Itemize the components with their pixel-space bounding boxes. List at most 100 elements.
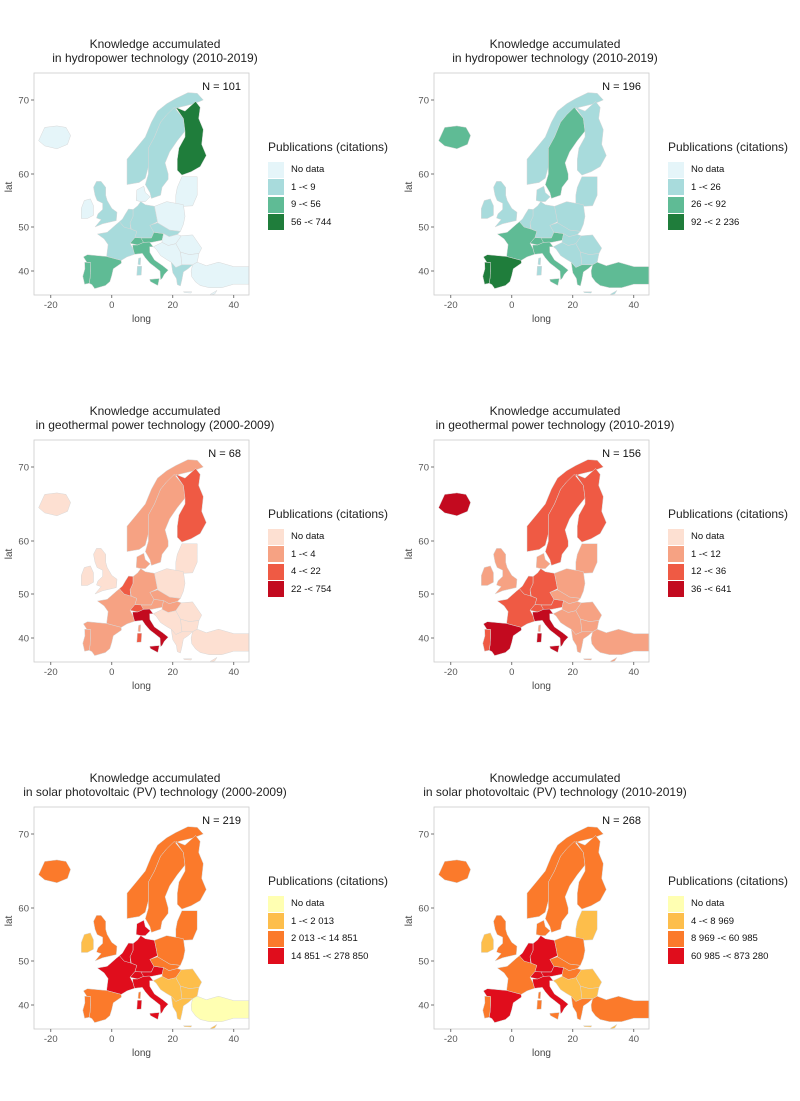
panel-title: Knowledge accumulated in solar photovolt…	[0, 771, 310, 799]
region-corsica	[537, 624, 541, 633]
x-tick-label: 20	[567, 1034, 578, 1045]
region-poland	[554, 201, 586, 232]
region-turkey	[190, 261, 249, 288]
region-turkey	[590, 261, 649, 288]
region-corsica	[137, 624, 141, 633]
x-tick-label: 40	[628, 667, 639, 678]
legend-swatch	[268, 948, 284, 965]
y-tick-label: 40	[18, 634, 29, 645]
legend-swatch	[668, 913, 684, 930]
map-panel-4: Knowledge accumulated in geothermal powe…	[400, 367, 800, 734]
y-axis-label: lat	[404, 181, 415, 192]
region-iceland	[38, 859, 71, 884]
region-crete	[583, 658, 592, 661]
region-corsica	[537, 257, 541, 266]
region-ireland	[481, 198, 494, 219]
x-tick-label: 40	[628, 1034, 639, 1045]
region-iceland	[438, 492, 471, 517]
region-finland	[175, 101, 207, 176]
region-baltics	[575, 910, 598, 941]
region-italy	[132, 975, 169, 1015]
region-italy	[532, 975, 569, 1015]
region-greece	[170, 995, 193, 1021]
region-uk	[493, 548, 518, 595]
map-panel-6: Knowledge accumulated in solar photovolt…	[400, 734, 800, 1101]
region-sardinia	[536, 999, 542, 1010]
region-turkey	[190, 628, 249, 655]
y-tick-label: 70	[418, 463, 429, 474]
region-italy	[132, 608, 169, 648]
legend-swatch	[668, 161, 684, 178]
region-corsica	[537, 991, 541, 1000]
region-cyprus	[210, 657, 218, 662]
region-cyprus	[610, 657, 618, 662]
legend-item-no-data: No data	[668, 161, 800, 179]
legend-title: Publications (citations)	[268, 140, 389, 154]
map-regions	[438, 459, 649, 662]
n-count-label: N = 268	[602, 815, 641, 827]
map-plot: -20 0 20 40 40 50 60 70 long lat N = 156	[404, 439, 650, 692]
n-count-label: N = 156	[602, 448, 641, 460]
y-tick-label: 50	[418, 590, 429, 601]
panel-title-line-1: Knowledge accumulated	[489, 37, 621, 51]
y-axis-label: lat	[4, 915, 15, 926]
y-tick-label: 40	[18, 1001, 29, 1012]
x-tick-label: 20	[567, 300, 578, 311]
region-crete	[183, 291, 192, 294]
x-axis-label: long	[132, 1048, 151, 1059]
y-tick-label: 40	[18, 267, 29, 278]
region-sicily	[149, 645, 160, 653]
x-tick-label: -20	[444, 1034, 458, 1045]
legend-item-no-data: No data	[268, 528, 403, 546]
n-count-label: N = 219	[202, 815, 241, 827]
legend-item-low: 1 -< 12	[668, 546, 800, 564]
region-portugal	[82, 261, 91, 285]
region-finland	[575, 835, 607, 910]
region-sweden	[145, 107, 186, 199]
plot-frame	[433, 806, 650, 1030]
region-corsica	[137, 991, 141, 1000]
legend-label: 9 -< 56	[291, 199, 321, 211]
x-tick-label: -20	[44, 300, 58, 311]
y-tick-label: 60	[18, 170, 29, 181]
x-tick-label: 40	[228, 300, 239, 311]
legend-item-no-data: No data	[268, 161, 403, 179]
legend-item-mid: 12 -< 36	[668, 563, 800, 581]
x-tick-label: 0	[109, 1034, 114, 1045]
legend-label: No data	[691, 898, 725, 910]
legend-item-mid: 8 969 -< 60 985	[668, 930, 800, 948]
panel-title-line-1: Knowledge accumulated	[89, 404, 221, 418]
x-axis-label: long	[532, 681, 551, 692]
x-tick-label: 20	[167, 1034, 178, 1045]
y-tick-label: 40	[418, 267, 429, 278]
region-uk	[93, 548, 118, 595]
legend-swatch	[668, 546, 684, 563]
legend-label: 1 -< 4	[291, 548, 316, 560]
region-poland	[554, 935, 586, 966]
region-italy	[532, 241, 569, 281]
legend-item-low: 1 -< 26	[668, 179, 800, 197]
legend-title: Publications (citations)	[268, 507, 389, 521]
map-regions	[38, 826, 249, 1029]
n-count-label: N = 196	[602, 81, 641, 93]
region-ireland	[81, 932, 94, 953]
y-tick-label: 50	[18, 590, 29, 601]
legend-title: Publications (citations)	[668, 140, 789, 154]
legend-swatch	[268, 196, 284, 213]
panel-title: Knowledge accumulated in hydropower tech…	[0, 37, 310, 65]
plot-frame	[33, 439, 250, 663]
legend-swatch	[668, 214, 684, 231]
n-count-label: N = 68	[208, 448, 241, 460]
region-finland	[175, 468, 207, 543]
region-poland	[154, 935, 186, 966]
map-plot: -20 0 20 40 40 50 60 70 long lat N = 68	[4, 439, 250, 692]
legend-label: 1 -< 2 013	[291, 915, 335, 927]
region-denmark	[135, 919, 151, 936]
panel-title-line-2: in hydropower technology (2010-2019)	[52, 50, 258, 65]
region-sardinia	[136, 999, 142, 1010]
panel-title-line-1: Knowledge accumulated	[89, 37, 221, 51]
panel-title: Knowledge accumulated in geothermal powe…	[0, 404, 310, 432]
map-plot: -20 0 20 40 40 50 60 70 long lat N = 196	[404, 72, 650, 325]
map-panel-3: Knowledge accumulated in geothermal powe…	[0, 367, 400, 734]
region-baltics	[175, 176, 198, 207]
